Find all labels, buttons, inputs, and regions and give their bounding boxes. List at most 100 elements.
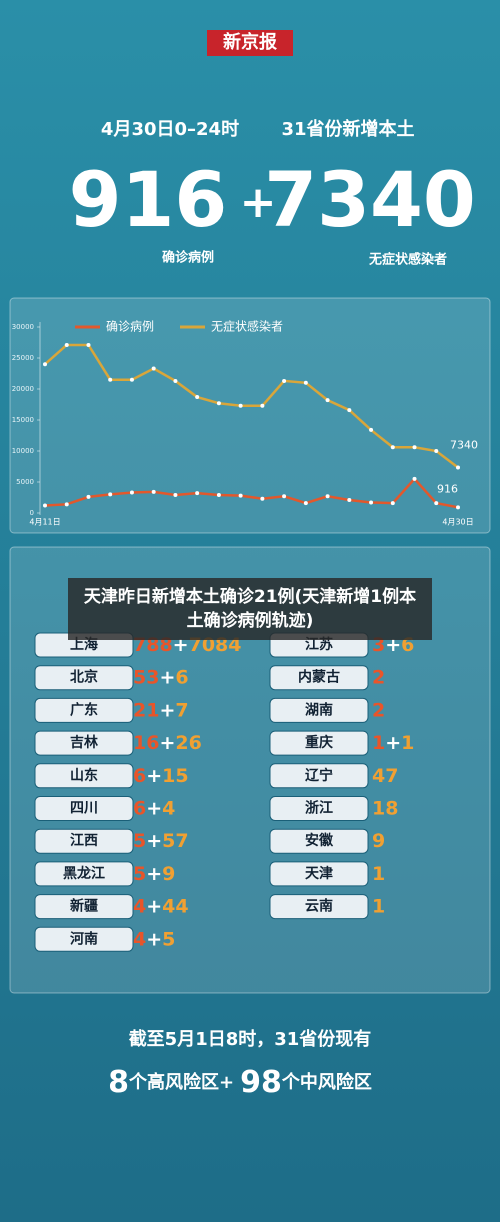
point [64,502,69,507]
point [456,505,460,510]
point [412,445,417,450]
point [108,492,113,497]
high-label: 个高风险区+ [128,1071,234,1093]
province-button [269,730,369,756]
province-button [269,763,369,789]
asymptomatic-count: 57 [162,830,188,852]
point [369,427,374,432]
province-button [269,894,369,920]
point [412,476,417,481]
chart-panel [9,297,491,534]
point [347,408,352,413]
point [129,490,134,495]
asymptomatic-count: 7 [175,699,188,721]
point [434,449,439,453]
province-name: 广东 [70,701,98,718]
confirmed-count: 4 [133,895,146,917]
y-tick-label: 15000 [12,416,34,424]
asymptomatic-count: 15 [162,764,188,786]
confirmed-total: 916 [69,155,228,244]
asymptomatic-count: 1 [401,732,414,754]
y-tick-label: 0 [30,509,34,517]
point [195,395,200,400]
point [173,493,178,498]
point [173,378,178,383]
end-label: 7340 [450,438,478,451]
confirmed-count: 2 [372,666,385,688]
line [44,343,459,469]
province-button [34,763,134,789]
province-button [269,697,369,723]
point [151,489,156,494]
logo: 新京报 [223,31,277,53]
plus: + [146,895,162,917]
province-name: 吉林 [70,734,98,751]
asymptomatic-total: 7340 [264,155,476,244]
asymptomatic-label: 无症状感染者 [368,252,447,268]
footer-line1: 截至5月1日8时，31省份现有 [129,1028,372,1050]
province-name: 内蒙古 [298,669,340,686]
x-tick-label: 4月11日 [29,518,60,527]
point [347,497,352,502]
province-counts: 5+9 [133,862,175,884]
asymptomatic-count: 6 [175,666,188,688]
plus: + [146,928,162,950]
y-tick-label: 5000 [16,478,34,486]
point [390,501,395,506]
point [216,493,221,498]
plus: + [385,732,401,754]
province-name: 湖南 [305,701,333,718]
confirmed-count: 21 [133,699,159,721]
point [195,491,200,496]
confirmed-label: 确诊病例 [162,250,214,266]
province-button [34,828,134,854]
asymptomatic-count: 47 [372,764,398,786]
plus: + [159,666,175,688]
province-name: 浙江 [305,800,333,817]
province-counts: 16+26 [133,732,202,754]
province-counts: 2 [372,666,385,688]
confirmed-count: 5 [133,862,146,884]
confirmed-count: 1 [372,732,385,754]
banner: 天津昨日新增本土确诊21例(天津新增1例本土确诊病例轨迹) [68,578,432,640]
confirmed-count: 6 [133,797,146,819]
province-counts: 18 [372,797,398,819]
province-counts: 2 [372,699,385,721]
end-label: 916 [437,482,458,495]
province-button [34,665,134,691]
legend-label: 无症状感染者 [211,319,283,334]
y-tick-label: 20000 [12,385,34,393]
point [303,380,308,385]
province-counts: 21+7 [133,699,189,721]
province-button [269,828,369,854]
asymptomatic-count: 5 [162,928,175,950]
point [325,398,330,403]
confirmed-count: 2 [372,699,385,721]
asymptomatic-count: 18 [372,797,398,819]
point [390,445,395,450]
confirmed-count: 16 [133,732,159,754]
province-counts: 4+5 [133,928,175,950]
asymptomatic-count: 9 [372,830,385,852]
plus: + [146,797,162,819]
province-button [269,796,369,821]
province-button [34,796,134,821]
province-name: 江西 [70,832,98,849]
point [260,496,265,501]
province-button [269,861,369,887]
province-button [34,926,134,952]
point [434,501,439,506]
province-name: 河南 [70,930,98,947]
province-name: 安徽 [305,832,334,849]
province-button [34,894,134,920]
province-name: 四川 [70,801,98,817]
province-name: 辽宁 [305,767,333,784]
point [86,494,91,499]
line [44,477,459,509]
plus: + [240,177,277,228]
asymptomatic-count: 44 [162,895,188,917]
plus: + [159,699,175,721]
point [43,362,47,367]
plus: + [146,830,162,852]
footer-line2: 8个高风险区+ 98个中风险区 [108,1065,372,1100]
